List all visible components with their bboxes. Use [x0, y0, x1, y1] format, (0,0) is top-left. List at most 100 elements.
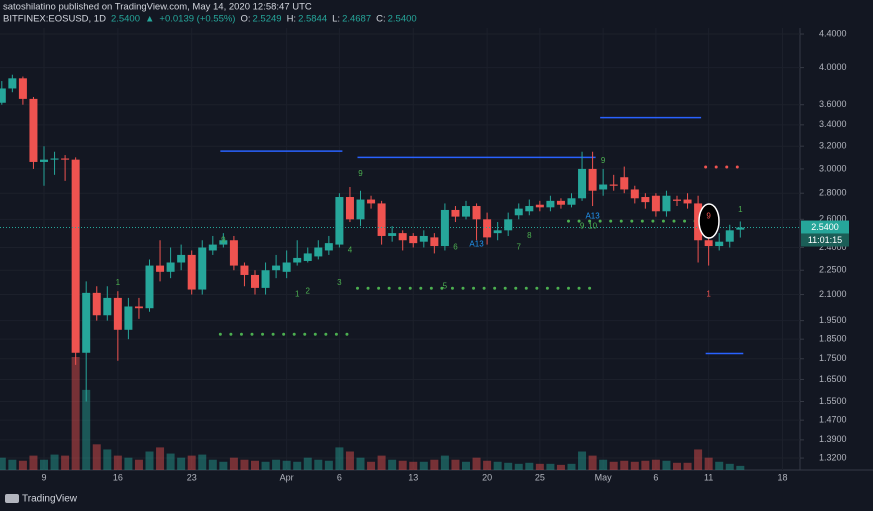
candle-body: [71, 159, 80, 353]
volume-bar: [641, 460, 650, 470]
annotation: 9: [706, 212, 711, 221]
annotation: 7: [517, 243, 522, 252]
y-tick-label: 1.4700: [819, 415, 847, 425]
candle-body: [166, 262, 175, 272]
volume-bar: [493, 461, 502, 470]
candle-body: [208, 244, 217, 251]
y-tick-label: 2.2500: [819, 265, 847, 275]
candle-body: [556, 200, 565, 205]
y-tick-label: 1.6500: [819, 374, 847, 384]
candle-body: [50, 158, 59, 160]
volume-bar: [113, 455, 122, 470]
annotation: 1: [295, 290, 300, 299]
volume-bar: [240, 459, 249, 470]
annotation: 1: [738, 205, 743, 214]
x-tick-label: 11: [704, 472, 713, 482]
annotation: 9: [580, 221, 585, 230]
candle-body: [282, 262, 291, 272]
candle-body: [261, 270, 270, 288]
candle-body: [0, 88, 6, 103]
candle-body: [314, 247, 323, 257]
y-tick-label: 2.1000: [819, 289, 847, 299]
candle-body: [187, 254, 196, 290]
volume-bar: [683, 462, 692, 470]
volume-bar: [651, 459, 660, 470]
ohlc-value: 2.4687: [342, 14, 371, 25]
y-tick-label: 3.4000: [819, 119, 847, 129]
annotation: 1: [116, 278, 121, 287]
volume-bar: [377, 455, 386, 470]
y-tick-label: 1.5500: [819, 396, 847, 406]
change-arrow: ▲: [145, 14, 154, 25]
x-tick-label: May: [595, 472, 613, 482]
volume-bar: [282, 460, 291, 470]
volume-bar: [324, 460, 333, 470]
x-tick-label: 9: [41, 472, 46, 482]
candle-body: [578, 168, 587, 199]
candle-body: [145, 265, 154, 309]
ohlc-value: 2.5400: [388, 14, 417, 25]
volume-bar: [356, 457, 365, 470]
candle-body: [620, 177, 629, 190]
candle-body: [356, 199, 365, 220]
volume-bar: [409, 461, 418, 470]
ohlc-value: 2.5844: [298, 14, 327, 25]
candle-body: [367, 199, 376, 204]
volume-bar: [388, 459, 397, 470]
candle-body: [198, 247, 207, 290]
price-label-box: [801, 220, 849, 234]
symbol: BITFINEX:EOSUSD, 1D: [3, 14, 106, 25]
volume-bar: [451, 459, 460, 470]
candle-body: [694, 203, 703, 241]
countdown-box: [801, 233, 849, 247]
volume-bar: [599, 459, 608, 470]
x-tick-label: 23: [187, 472, 197, 482]
candle-body: [599, 184, 608, 190]
candle-body: [715, 241, 724, 247]
volume-bar: [398, 460, 407, 470]
x-tick-label: Apr: [280, 472, 294, 482]
volume-bar: [219, 461, 228, 470]
volume-bar: [166, 453, 175, 470]
candle-body: [219, 240, 228, 245]
volume-bar: [82, 389, 91, 470]
volume-bar: [578, 451, 587, 470]
candle-body: [40, 159, 48, 162]
candle-body: [398, 233, 407, 241]
y-tick-label: 3.2000: [819, 141, 847, 151]
candle-body: [61, 158, 70, 160]
candle-body: [324, 243, 333, 251]
annotation: 2: [306, 286, 311, 295]
y-tick-label: 1.9500: [819, 315, 847, 325]
volume-bar: [208, 459, 217, 470]
candle-body: [588, 168, 597, 191]
candle-body: [18, 78, 27, 99]
candle-body: [388, 233, 397, 236]
candle-body: [430, 237, 439, 247]
volume-bar: [367, 461, 376, 470]
annotation: A13: [585, 212, 600, 221]
volume-bar: [419, 461, 428, 470]
volume-bar: [440, 455, 449, 470]
candle-body: [546, 200, 555, 208]
annotation: 10: [588, 221, 597, 230]
candle-body: [462, 206, 470, 217]
y-tick-label: 1.8500: [819, 334, 847, 344]
candle-body: [504, 219, 513, 231]
volume-bar: [145, 451, 154, 470]
volume-bar: [293, 461, 302, 470]
annotation: 8: [527, 231, 532, 240]
annotation: A13: [469, 240, 484, 249]
logo-text: TradingView: [22, 494, 78, 505]
candle-body: [514, 208, 523, 216]
volume-bar: [704, 457, 713, 470]
plot: [0, 28, 804, 470]
volume-bar: [177, 457, 186, 470]
candle-body: [725, 230, 734, 242]
candle-body: [472, 206, 481, 220]
x-tick-label: 18: [777, 472, 787, 482]
logo: TradingView: [5, 494, 78, 505]
y-tick-label: 3.0000: [819, 163, 847, 173]
